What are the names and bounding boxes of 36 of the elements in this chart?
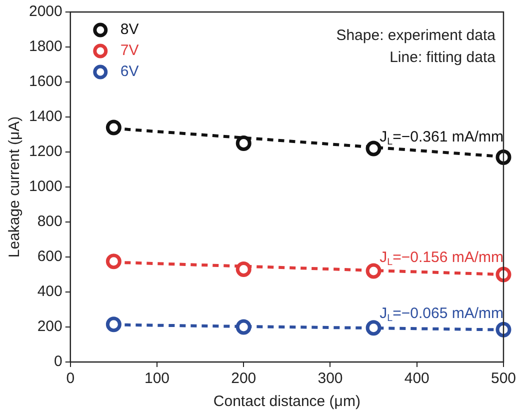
point	[236, 319, 252, 335]
point	[366, 263, 382, 279]
point	[496, 322, 512, 338]
x-axis-title: Contact distance (μm)	[213, 393, 360, 410]
y-tick-label: 1800	[28, 38, 62, 56]
y-tick-label: 0	[54, 353, 62, 370]
y-tick-label: 400	[37, 283, 62, 300]
point	[106, 120, 122, 136]
y-tick-label: 200	[37, 318, 62, 336]
point	[366, 140, 382, 156]
legend-label: 8V	[120, 21, 139, 38]
y-tick-label: 800	[37, 213, 62, 230]
point	[496, 266, 512, 282]
legend-label: 7V	[120, 42, 139, 60]
y-tick-label: 600	[37, 248, 62, 266]
y-tick-label: 1000	[28, 178, 62, 196]
annotation: Line: fitting data	[390, 49, 496, 66]
y-tick-label: 1600	[28, 73, 62, 90]
x-tick-label: 300	[318, 370, 343, 388]
y-tick-label: 1400	[28, 108, 62, 126]
point	[366, 320, 382, 336]
point	[106, 316, 122, 332]
x-tick-label: 400	[404, 370, 430, 388]
legend-label: 6V	[120, 63, 139, 80]
point	[236, 262, 252, 277]
x-tick-label: 500	[490, 370, 516, 388]
x-tick-label: 0	[66, 370, 75, 388]
point	[106, 254, 122, 270]
y-tick-label: 2000	[28, 3, 62, 20]
x-tick-label: 200	[231, 370, 256, 388]
point	[236, 136, 252, 151]
point	[496, 150, 512, 165]
y-tick-label: 1200	[28, 143, 62, 160]
x-tick-label: 100	[144, 370, 170, 388]
y-axis-title: Leakage current (μA)	[6, 116, 24, 258]
annotation: Shape: experiment data	[336, 27, 496, 44]
